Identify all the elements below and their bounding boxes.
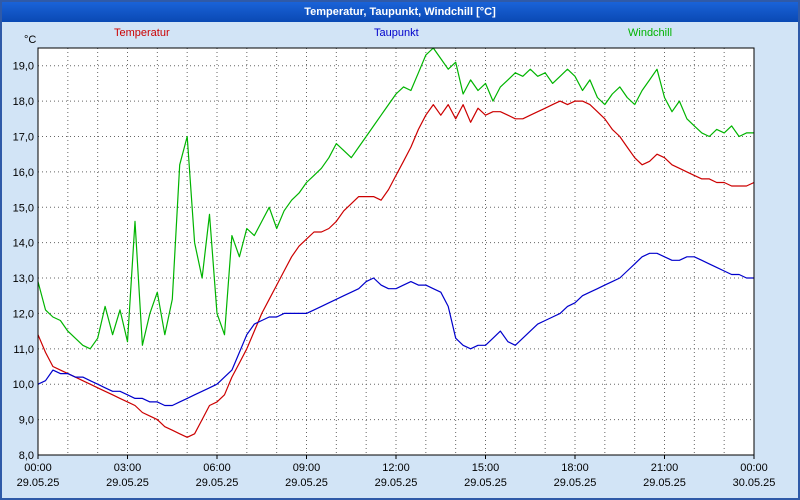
svg-text:30.05.25: 30.05.25 bbox=[733, 477, 776, 489]
svg-text:18:00: 18:00 bbox=[561, 462, 589, 474]
svg-text:29.05.25: 29.05.25 bbox=[554, 477, 597, 489]
svg-text:29.05.25: 29.05.25 bbox=[196, 477, 239, 489]
svg-text:09:00: 09:00 bbox=[293, 462, 321, 474]
window-title: Temperatur, Taupunkt, Windchill [°C] bbox=[2, 2, 798, 22]
svg-text:12,0: 12,0 bbox=[13, 308, 34, 320]
svg-text:13,0: 13,0 bbox=[13, 273, 34, 285]
svg-text:11,0: 11,0 bbox=[13, 344, 34, 356]
svg-text:29.05.25: 29.05.25 bbox=[643, 477, 686, 489]
svg-text:29.05.25: 29.05.25 bbox=[464, 477, 507, 489]
svg-text:°C: °C bbox=[24, 34, 36, 46]
svg-text:15:00: 15:00 bbox=[472, 462, 500, 474]
svg-text:21:00: 21:00 bbox=[651, 462, 679, 474]
svg-text:29.05.25: 29.05.25 bbox=[375, 477, 418, 489]
svg-text:10,0: 10,0 bbox=[13, 379, 34, 391]
svg-text:29.05.25: 29.05.25 bbox=[17, 477, 60, 489]
legend-windchill: Windchill bbox=[628, 27, 673, 39]
legend-temperatur: Temperatur bbox=[114, 27, 170, 39]
svg-text:00:00: 00:00 bbox=[740, 462, 768, 474]
svg-text:17,0: 17,0 bbox=[13, 131, 34, 143]
svg-text:18,0: 18,0 bbox=[13, 96, 34, 108]
legend-taupunkt: Taupunkt bbox=[374, 27, 419, 39]
svg-text:8,0: 8,0 bbox=[19, 450, 34, 462]
svg-text:19,0: 19,0 bbox=[13, 61, 34, 73]
svg-text:14,0: 14,0 bbox=[13, 238, 34, 250]
svg-text:06:00: 06:00 bbox=[203, 462, 231, 474]
svg-text:15,0: 15,0 bbox=[13, 202, 34, 214]
svg-text:29.05.25: 29.05.25 bbox=[106, 477, 149, 489]
svg-text:12:00: 12:00 bbox=[382, 462, 410, 474]
svg-text:9,0: 9,0 bbox=[19, 415, 34, 427]
chart-legend: Temperatur Taupunkt Windchill bbox=[2, 24, 798, 42]
svg-text:29.05.25: 29.05.25 bbox=[285, 477, 328, 489]
svg-text:03:00: 03:00 bbox=[114, 462, 142, 474]
svg-text:16,0: 16,0 bbox=[13, 167, 34, 179]
svg-text:00:00: 00:00 bbox=[24, 462, 52, 474]
